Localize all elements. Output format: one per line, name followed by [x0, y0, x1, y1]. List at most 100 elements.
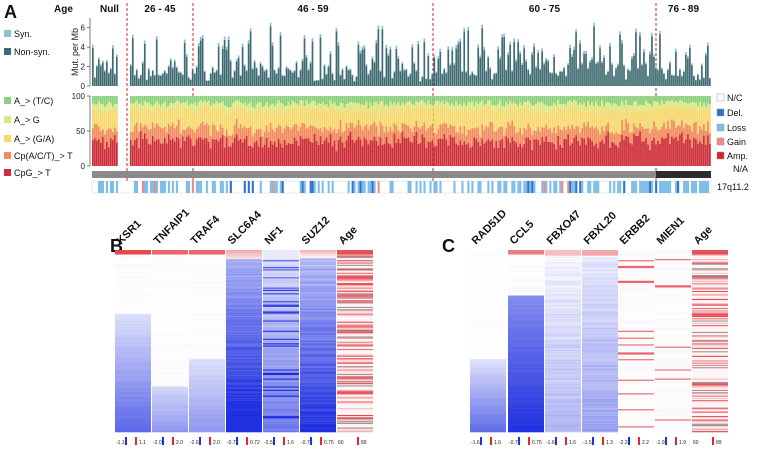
spectrum-bar-segment [509, 100, 512, 105]
mutation-rate-bar-syn [447, 46, 450, 50]
cnv-segment [651, 181, 654, 193]
spectrum-bar-segment [635, 101, 637, 108]
mutation-rate-bar-syn [637, 67, 639, 69]
heatmap-cell [337, 320, 373, 322]
heatmap-cell [470, 373, 506, 376]
heatmap-cell [337, 269, 373, 271]
spectrum-bar-segment [215, 108, 218, 131]
spectrum-bar-segment [493, 105, 496, 110]
spectrum-bar-segment [115, 103, 118, 109]
spectrum-bar-segment [229, 96, 232, 107]
heatmap-cell [582, 256, 618, 259]
mutation-rate-bar-nonsyn [537, 52, 539, 86]
heatmap-cell [189, 380, 225, 383]
spectrum-bar-segment [569, 96, 572, 101]
mutation-rate-bar-syn [663, 72, 665, 74]
heatmap-cell [470, 369, 506, 371]
heatmap-cell [115, 318, 151, 320]
heatmap-cell [115, 360, 151, 362]
spectrum-bar-segment [233, 137, 236, 166]
spectrum-bar-segment [475, 101, 478, 108]
spectrum-bar-segment [279, 126, 282, 144]
mutation-rate-bar-nonsyn [665, 79, 667, 86]
cnv-segment [221, 181, 224, 193]
spectrum-bar-segment [219, 124, 222, 139]
spectrum-bar-segment [373, 96, 376, 102]
heatmap-cell [692, 370, 728, 373]
spectrum-bar-segment [177, 138, 180, 166]
spectrum-bar-segment [195, 105, 198, 113]
mutation-rate-bar-nonsyn [363, 48, 366, 86]
scale-swatch-high [490, 437, 492, 445]
heatmap-cell [655, 346, 691, 349]
mutation-rate-bar-nonsyn [181, 75, 184, 86]
spectrum-bar-segment [215, 130, 218, 140]
cnv-segment [371, 181, 374, 193]
heatmap-cell [508, 373, 544, 376]
heatmap-cell [115, 418, 151, 420]
heatmap-cell [582, 410, 618, 412]
mutation-rate-bar-nonsyn [541, 51, 543, 86]
mutation-rate-bar-syn [567, 63, 569, 65]
spectrum-bar-segment [647, 110, 649, 129]
heatmap-cell [508, 335, 544, 337]
heatmap-cell [692, 280, 728, 283]
cnv-segment [649, 181, 652, 193]
spectrum-bar-segment [507, 121, 510, 139]
heatmap-cell [618, 303, 654, 305]
spectrum-bar-segment [311, 142, 314, 166]
spectrum-bar-segment [277, 100, 280, 107]
heatmap-cell [582, 250, 618, 252]
heatmap-cell [152, 318, 188, 320]
heatmap-cell [263, 377, 299, 379]
heatmap-cell [115, 315, 151, 318]
mutation-rate-bar-nonsyn [647, 76, 649, 86]
mutation-rate-bar-syn [169, 58, 172, 61]
spectrum-bar-segment [331, 104, 334, 109]
heatmap-cell [618, 364, 654, 367]
heatmap-cell [226, 286, 262, 288]
heatmap-cell [337, 393, 373, 395]
spectrum-bar-segment [263, 96, 266, 106]
heatmap-cell [226, 368, 262, 370]
spectrum-bar-segment [499, 126, 502, 141]
spectrum-bar-segment [289, 143, 292, 166]
spectrum-bar-segment [463, 106, 466, 126]
heatmap-cell [508, 404, 544, 407]
spectrum-bar-segment [237, 106, 240, 129]
heatmap-cell [618, 355, 654, 358]
scale-min-label: -0.75 [301, 440, 313, 446]
cnv-segment [595, 181, 598, 193]
heatmap-cell [618, 336, 654, 338]
spectrum-bar-segment [285, 110, 288, 126]
legend-swatch [4, 97, 11, 104]
mutation-rate-bar-nonsyn [347, 70, 350, 86]
heatmap-cell [189, 275, 225, 277]
heatmap-cell [508, 375, 544, 377]
heatmap-cell [545, 393, 581, 395]
heatmap-cell [655, 421, 691, 424]
spectrum-bar-segment [589, 111, 591, 128]
spectrum-bar-segment [319, 104, 322, 112]
heatmap-cell [300, 342, 336, 344]
heatmap-cell [189, 424, 225, 426]
mutation-rate-bar-nonsyn [445, 73, 448, 86]
heatmap-cell [337, 347, 373, 350]
spectrum-bar-segment [139, 131, 142, 166]
spectrum-bar-segment [249, 126, 252, 146]
heatmap-cell [189, 419, 225, 421]
spectrum-bar-segment [359, 125, 362, 140]
spectrum-bar-segment [631, 105, 633, 112]
heatmap-cell [545, 430, 581, 433]
heatmap-cell [545, 260, 581, 262]
heatmap-cell [545, 401, 581, 403]
spectrum-bar-segment [109, 128, 112, 139]
heatmap-cell [582, 284, 618, 286]
spectrum-bar-segment [173, 141, 176, 166]
heatmap-cell [508, 334, 544, 336]
heatmap-cell [582, 350, 618, 352]
mutation-rate-bar-syn [431, 73, 434, 75]
heatmap-cell [655, 292, 691, 294]
spectrum-bar-segment [103, 134, 106, 150]
spectrum-bar-segment [209, 135, 212, 149]
